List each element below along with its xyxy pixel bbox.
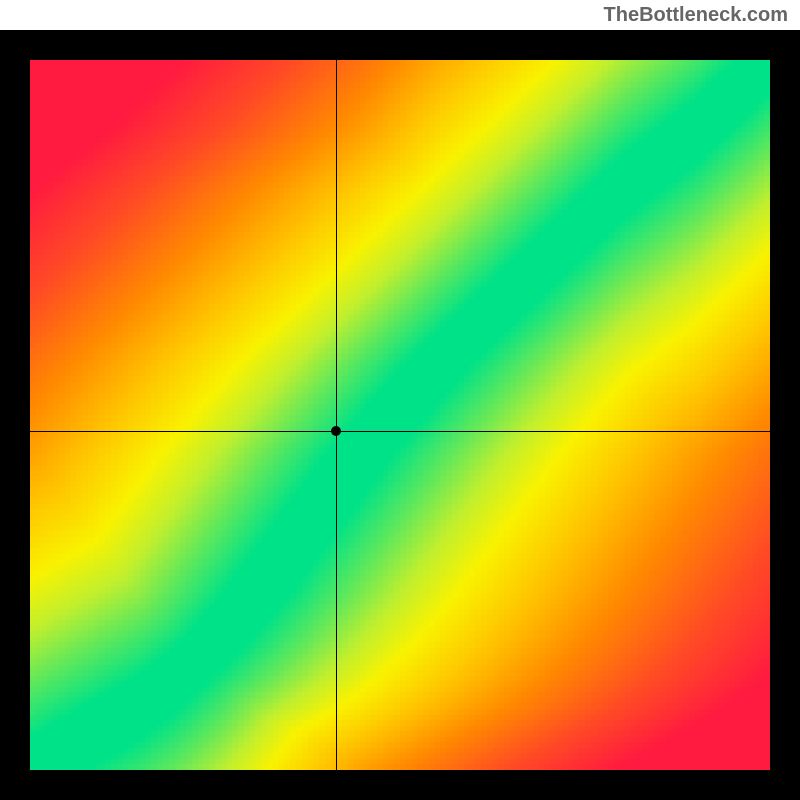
figure-container: TheBottleneck.com <box>0 0 800 800</box>
heatmap-plot <box>30 60 770 770</box>
watermark-text: TheBottleneck.com <box>604 4 788 27</box>
crosshair-vertical <box>336 60 337 770</box>
heatmap-canvas <box>30 60 770 770</box>
plot-frame <box>0 30 800 800</box>
crosshair-horizontal <box>30 431 770 432</box>
marker-dot <box>331 426 341 436</box>
